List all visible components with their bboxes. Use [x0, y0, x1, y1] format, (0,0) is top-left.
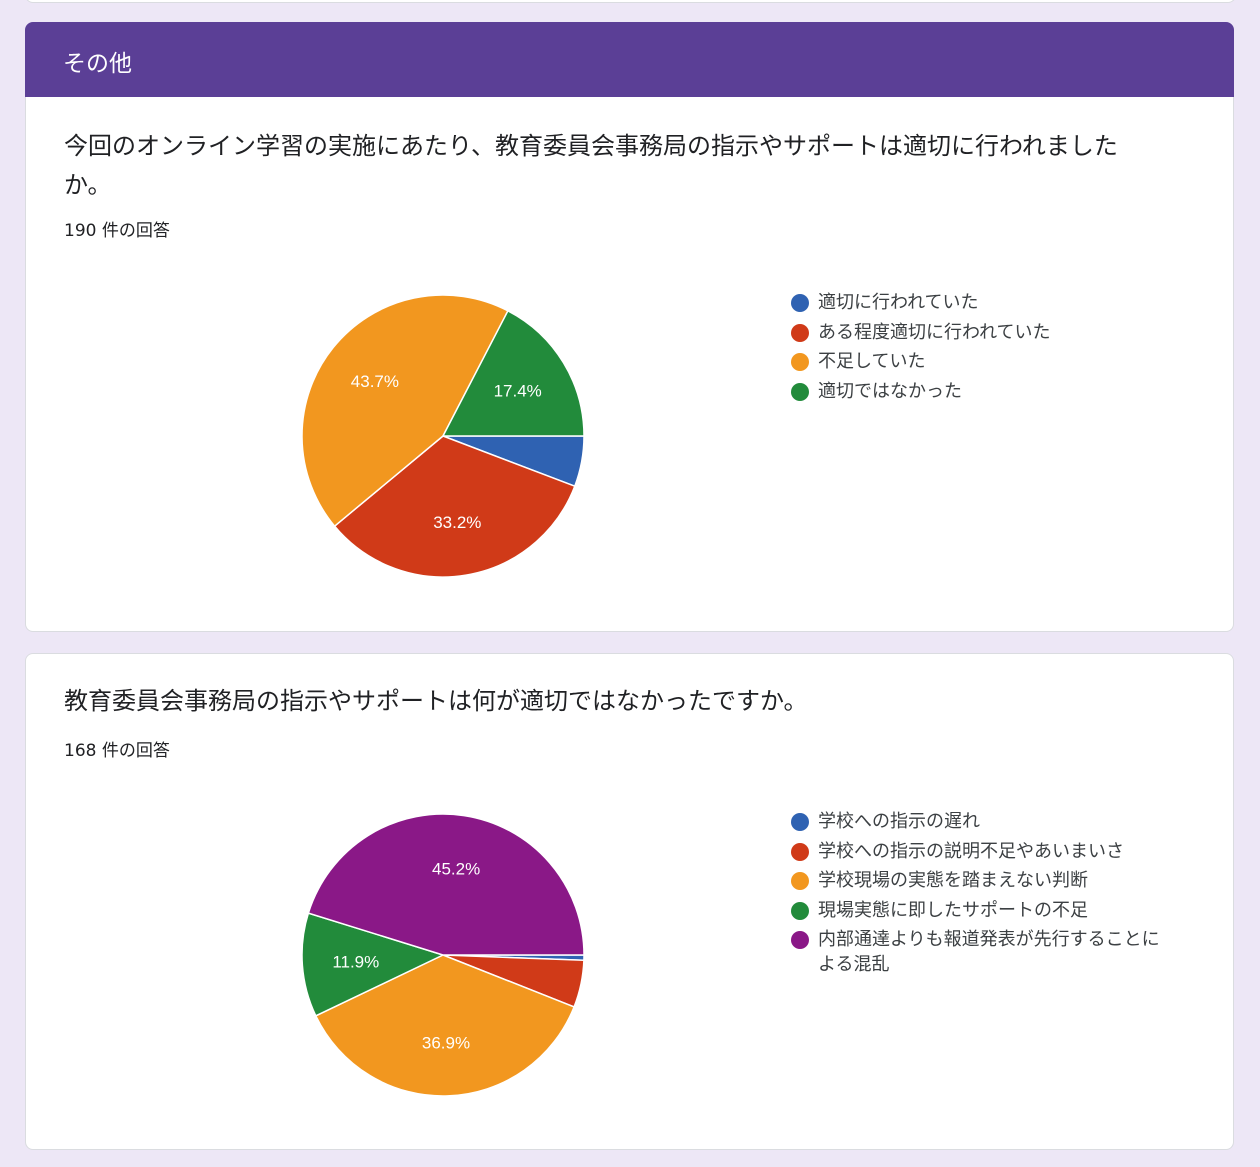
legend-item[interactable]: 内部通達よりも報道発表が先行することによる混乱 — [791, 927, 1163, 977]
legend-color-dot — [791, 353, 809, 371]
legend-color-dot — [791, 901, 809, 920]
slice-percent-label: 43.7% — [351, 372, 399, 391]
previous-card-bottom-edge — [25, 0, 1236, 3]
legend-item[interactable]: ある程度適切に行われていた — [791, 320, 1051, 345]
legend-color-dot — [791, 382, 809, 401]
legend-color-dot — [791, 294, 809, 312]
slice-percent-label: 11.9% — [332, 952, 379, 971]
legend-item[interactable]: 学校現場の実態を踏まえない判断 — [791, 868, 1163, 893]
pie-slice[interactable] — [307, 813, 585, 956]
slice-percent-label: 33.2% — [433, 513, 481, 532]
slice-percent-label: 45.2% — [432, 860, 480, 879]
legend-color-dot — [791, 323, 809, 342]
legend-item[interactable]: 学校への指示の説明不足やあいまいさ — [791, 839, 1163, 864]
legend-label: 適切ではなかった — [818, 380, 962, 402]
pie-chart[interactable]: 36.9% 11.9% 45.2% — [26, 654, 726, 1134]
legend-color-dot — [791, 872, 809, 890]
pie-slice[interactable] — [441, 309, 585, 437]
legend-label: 学校への指示の遅れ — [818, 811, 980, 832]
question-card-1: 今回のオンライン学習の実施にあたり、教育委員会事務局の指示やサポートは適切に行わ… — [25, 97, 1234, 632]
question-title: 今回のオンライン学習の実施にあたり、教育委員会事務局の指示やサポートは適切に行わ… — [64, 132, 1118, 199]
legend-item[interactable]: 学校への指示の遅れ — [791, 809, 1163, 834]
response-count: 168 件の回答 — [64, 741, 170, 761]
section-title: その他 — [63, 51, 132, 77]
pie-slice[interactable] — [301, 294, 509, 528]
response-count: 190 件の回答 — [64, 221, 170, 241]
section-header: その他 — [25, 22, 1234, 97]
legend-label: 学校への指示の説明不足やあいまいさ — [818, 840, 1124, 862]
legend-label: 不足していた — [818, 351, 926, 372]
pie-chart[interactable]: 33.2% 43.7% 17.4% — [26, 97, 726, 617]
legend-item[interactable]: 現場実態に即したサポートの不足 — [791, 898, 1163, 923]
question-title: 教育委員会事務局の指示やサポートは何が適切ではなかったですか。 — [64, 687, 808, 715]
legend-color-dot — [791, 931, 809, 949]
chart-legend: 学校への指示の遅れ 学校への指示の説明不足やあいまいさ 学校現場の実態を踏まえな… — [791, 809, 1163, 982]
legend-label: 内部通達よりも報道発表が先行することによる混乱 — [818, 929, 1160, 975]
legend-color-dot — [791, 813, 809, 831]
legend-item[interactable]: 適切ではなかった — [791, 379, 1051, 404]
legend-label: ある程度適切に行われていた — [818, 321, 1051, 343]
legend-label: 現場実態に即したサポートの不足 — [818, 899, 1088, 921]
legend-label: 学校現場の実態を踏まえない判断 — [818, 870, 1088, 891]
question-card-2: 教育委員会事務局の指示やサポートは何が適切ではなかったですか。 168 件の回答… — [25, 653, 1234, 1150]
chart-legend: 適切に行われていた ある程度適切に行われていた 不足していた 適切ではなかった — [791, 290, 1051, 408]
slice-percent-label: 17.4% — [494, 382, 542, 401]
legend-label: 適切に行われていた — [818, 292, 979, 313]
legend-color-dot — [791, 842, 809, 861]
slice-percent-label: 36.9% — [422, 1033, 470, 1052]
legend-item[interactable]: 適切に行われていた — [791, 290, 1051, 315]
legend-item[interactable]: 不足していた — [791, 349, 1051, 374]
pie-slice[interactable] — [301, 912, 446, 1017]
pie-slice[interactable] — [314, 954, 576, 1097]
pie-slice[interactable] — [333, 435, 576, 578]
